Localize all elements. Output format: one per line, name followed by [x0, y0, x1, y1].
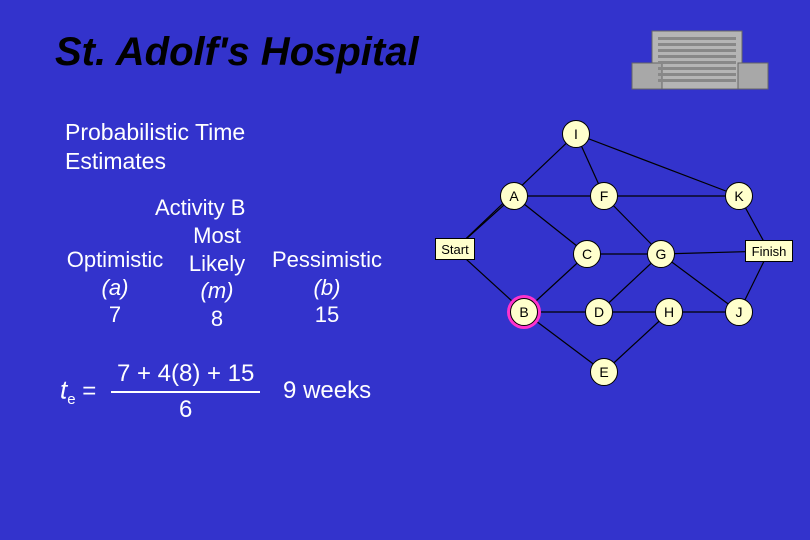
subtitle: Probabilistic Time Estimates — [65, 118, 245, 176]
node-j: J — [725, 298, 753, 326]
hospital-image — [630, 25, 770, 97]
formula-result: 9 weeks — [283, 377, 371, 404]
node-c: C — [573, 240, 601, 268]
col3-value: 15 — [315, 302, 339, 327]
col2-var: (m) — [201, 278, 234, 303]
formula-denominator: 6 — [111, 393, 260, 424]
formula-eq: = — [76, 377, 103, 404]
node-d: D — [585, 298, 613, 326]
node-b: B — [510, 298, 538, 326]
node-i: I — [562, 120, 590, 148]
column-optimistic: Optimistic (a) 7 — [60, 246, 170, 329]
page-title: St. Adolf's Hospital — [55, 30, 419, 75]
formula-fraction: 7 + 4(8) + 15 6 — [111, 360, 260, 424]
col2-value: 8 — [211, 306, 223, 331]
subtitle-line2: Estimates — [65, 148, 166, 174]
node-a: A — [500, 182, 528, 210]
activity-label: Activity B — [155, 195, 245, 221]
column-mostlikely: Most Likely (m) 8 — [172, 222, 262, 332]
formula-numerator: 7 + 4(8) + 15 — [111, 360, 260, 393]
node-g: G — [647, 240, 675, 268]
node-h: H — [655, 298, 683, 326]
col1-header: Optimistic — [67, 247, 164, 272]
formula-sub: e — [67, 391, 75, 408]
col1-value: 7 — [109, 302, 121, 327]
column-pessimistic: Pessimistic (b) 15 — [262, 246, 392, 329]
col3-header: Pessimistic — [272, 247, 382, 272]
node-k: K — [725, 182, 753, 210]
col2-header2: Likely — [189, 251, 245, 276]
subtitle-line1: Probabilistic Time — [65, 119, 245, 145]
col1-var: (a) — [102, 275, 129, 300]
col3-var: (b) — [314, 275, 341, 300]
col2-header1: Most — [193, 223, 241, 248]
node-f: F — [590, 182, 618, 210]
node-e: E — [590, 358, 618, 386]
node-start: Start — [435, 238, 475, 260]
formula: te = 7 + 4(8) + 15 6 9 weeks — [60, 360, 371, 424]
node-finish: Finish — [745, 240, 793, 262]
